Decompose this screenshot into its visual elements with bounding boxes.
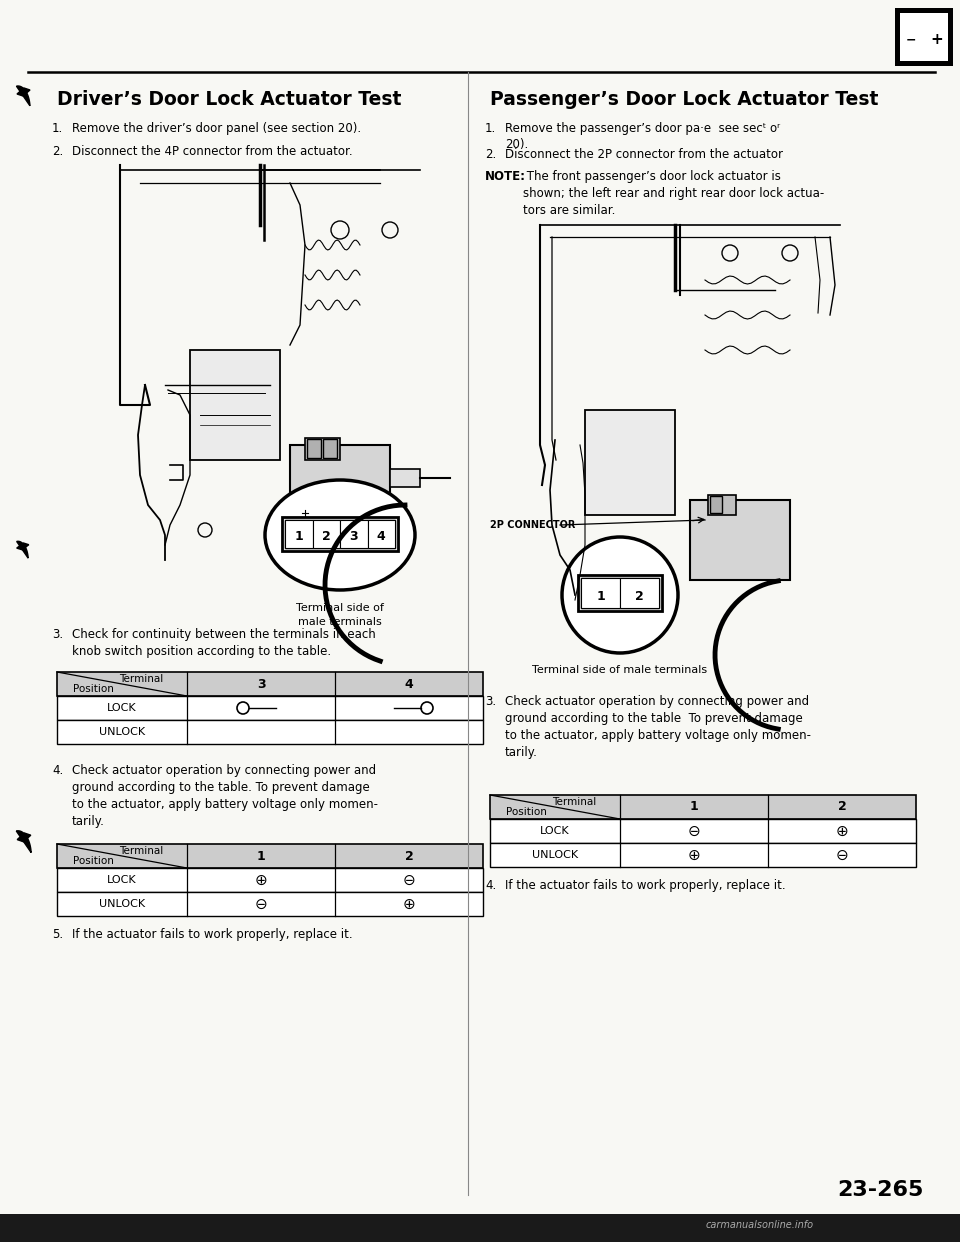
FancyBboxPatch shape: [305, 438, 340, 460]
Text: 4.: 4.: [52, 764, 63, 777]
Text: 1.: 1.: [485, 122, 496, 135]
Text: Check actuator operation by connecting power and
ground according to the table. : Check actuator operation by connecting p…: [72, 764, 378, 828]
Text: 3: 3: [256, 677, 265, 691]
Text: LOCK: LOCK: [108, 876, 137, 886]
Text: Check actuator operation by connecting power and
ground according to the table  : Check actuator operation by connecting p…: [505, 696, 811, 759]
Text: LOCK: LOCK: [108, 703, 137, 713]
Text: Check for continuity between the terminals in each
knob switch position accordin: Check for continuity between the termina…: [72, 628, 375, 658]
Text: 3.: 3.: [52, 628, 63, 641]
Text: NOTE:: NOTE:: [485, 170, 526, 183]
Text: 1.: 1.: [52, 122, 63, 135]
FancyBboxPatch shape: [57, 720, 483, 744]
FancyBboxPatch shape: [390, 469, 420, 487]
Polygon shape: [17, 833, 31, 842]
FancyBboxPatch shape: [690, 501, 790, 580]
FancyBboxPatch shape: [323, 438, 337, 458]
Text: carmanualsonline.info: carmanualsonline.info: [706, 1220, 814, 1230]
FancyBboxPatch shape: [895, 7, 953, 66]
Text: ⊕: ⊕: [402, 897, 416, 912]
FancyBboxPatch shape: [282, 517, 398, 551]
Text: 2: 2: [636, 590, 644, 602]
FancyBboxPatch shape: [285, 520, 395, 548]
Text: +: +: [930, 32, 944, 47]
Text: 1: 1: [295, 529, 303, 543]
Text: ⊖: ⊖: [687, 823, 701, 838]
Text: Terminal: Terminal: [552, 797, 596, 807]
Text: 2: 2: [322, 529, 330, 543]
Text: 1: 1: [256, 850, 265, 862]
Text: Terminal side of
male terminals: Terminal side of male terminals: [296, 604, 384, 627]
Text: ⊕: ⊕: [835, 823, 849, 838]
Text: 3.: 3.: [485, 696, 496, 708]
Text: Driver’s Door Lock Actuator Test: Driver’s Door Lock Actuator Test: [57, 89, 401, 109]
Polygon shape: [16, 542, 28, 558]
Text: Terminal: Terminal: [119, 674, 163, 684]
FancyBboxPatch shape: [0, 1213, 960, 1242]
FancyBboxPatch shape: [490, 795, 916, 818]
FancyBboxPatch shape: [57, 696, 483, 720]
Text: 2: 2: [838, 801, 847, 814]
Text: Terminal: Terminal: [119, 846, 163, 856]
Text: 5.: 5.: [52, 928, 63, 941]
FancyBboxPatch shape: [490, 818, 916, 843]
Text: 1: 1: [596, 590, 605, 602]
Text: UNLOCK: UNLOCK: [532, 850, 578, 859]
FancyBboxPatch shape: [490, 843, 916, 867]
Text: 3: 3: [349, 529, 358, 543]
FancyBboxPatch shape: [57, 868, 483, 892]
FancyBboxPatch shape: [57, 845, 483, 868]
Text: Position: Position: [506, 807, 547, 817]
Polygon shape: [17, 88, 30, 96]
Text: If the actuator fails to work properly, replace it.: If the actuator fails to work properly, …: [72, 928, 352, 941]
FancyBboxPatch shape: [710, 496, 722, 513]
FancyBboxPatch shape: [290, 445, 390, 525]
Text: UNLOCK: UNLOCK: [99, 727, 145, 737]
FancyBboxPatch shape: [578, 575, 662, 611]
Text: LOCK: LOCK: [540, 826, 570, 836]
Text: Remove the driver’s door panel (see section 20).: Remove the driver’s door panel (see sect…: [72, 122, 361, 135]
FancyBboxPatch shape: [620, 578, 659, 609]
Circle shape: [562, 537, 678, 653]
Text: ⊖: ⊖: [835, 847, 849, 862]
Text: 4.: 4.: [485, 879, 496, 892]
FancyBboxPatch shape: [190, 350, 280, 460]
Text: Position: Position: [73, 856, 114, 866]
Text: 23-265: 23-265: [837, 1180, 924, 1200]
FancyBboxPatch shape: [585, 410, 675, 515]
FancyBboxPatch shape: [57, 892, 483, 917]
Text: 4: 4: [404, 677, 414, 691]
Text: 2: 2: [404, 850, 414, 862]
Text: −: −: [905, 34, 916, 46]
FancyBboxPatch shape: [340, 520, 368, 548]
Text: 4: 4: [377, 529, 386, 543]
FancyBboxPatch shape: [708, 496, 736, 515]
Text: ⊖: ⊖: [402, 872, 416, 888]
Ellipse shape: [265, 479, 415, 590]
Text: Passenger’s Door Lock Actuator Test: Passenger’s Door Lock Actuator Test: [490, 89, 878, 109]
FancyBboxPatch shape: [581, 578, 659, 609]
Text: Position: Position: [73, 684, 114, 694]
Text: Disconnect the 2P connector from the actuator: Disconnect the 2P connector from the act…: [505, 148, 783, 161]
Polygon shape: [16, 543, 29, 550]
Text: The front passenger’s door lock actuator is
shown; the left rear and right rear : The front passenger’s door lock actuator…: [523, 170, 825, 217]
Text: 2P CONNECTOR: 2P CONNECTOR: [490, 520, 575, 530]
Text: ⊖: ⊖: [254, 897, 268, 912]
Text: UNLOCK: UNLOCK: [99, 899, 145, 909]
Polygon shape: [16, 831, 31, 852]
Text: ⊕: ⊕: [687, 847, 701, 862]
Text: Remove the passenger’s door pa·e  see secᵗ oʳ
20).: Remove the passenger’s door pa·e see sec…: [505, 122, 780, 152]
Text: Disconnect the 4P connector from the actuator.: Disconnect the 4P connector from the act…: [72, 145, 352, 158]
Text: If the actuator fails to work properly, replace it.: If the actuator fails to work properly, …: [505, 879, 785, 892]
Text: Terminal side of male terminals: Terminal side of male terminals: [533, 664, 708, 674]
FancyBboxPatch shape: [581, 578, 620, 609]
FancyBboxPatch shape: [368, 520, 395, 548]
FancyBboxPatch shape: [313, 520, 340, 548]
Text: 2.: 2.: [485, 148, 496, 161]
Text: 2.: 2.: [52, 145, 63, 158]
Text: ⊕: ⊕: [254, 872, 268, 888]
Polygon shape: [16, 86, 30, 106]
FancyBboxPatch shape: [285, 520, 313, 548]
Text: 1: 1: [689, 801, 698, 814]
FancyBboxPatch shape: [57, 672, 483, 696]
